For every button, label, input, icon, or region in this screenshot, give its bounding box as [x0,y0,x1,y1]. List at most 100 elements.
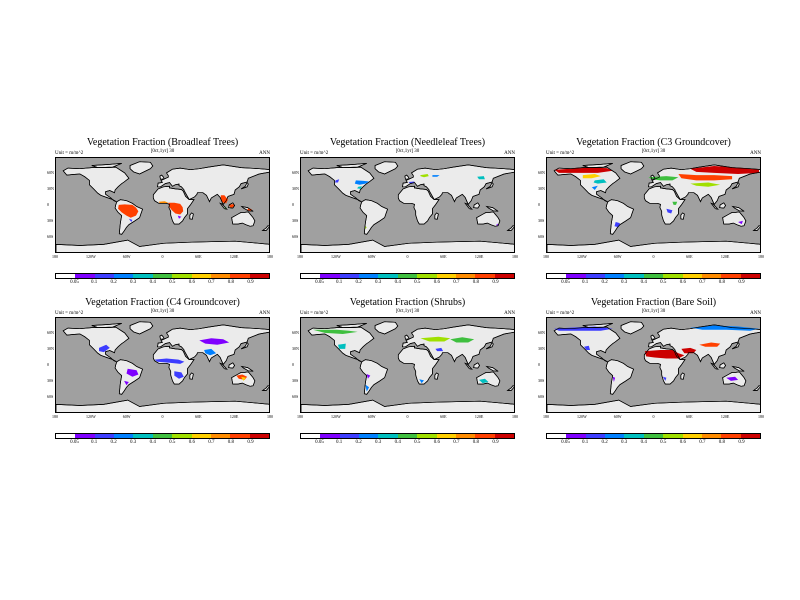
veg-patch [126,368,139,377]
lat-tick-label: 0 [47,362,49,367]
coastline-africa [643,185,686,225]
coastline-antarctica [301,239,514,252]
lon-tick-label: 180 [297,414,303,419]
lon-tick-label: 0 [161,414,164,419]
colorbar-tick-label: 0.7 [453,440,460,445]
lat-tick-label: 60N [538,330,545,335]
colorbar-swatch [94,434,115,438]
lat-tick-label: 60S [47,394,54,399]
coastline-antarctica [547,239,760,252]
colorbar-swatch [114,434,134,438]
lon-tick-label: 180 [52,414,58,419]
coastline-uk [404,174,410,180]
coastline-namerica [553,166,621,203]
colorbar [300,433,515,439]
coastline-nz [752,225,760,231]
coastline-arctic_is [582,322,613,328]
lat-tick-label: 30S [292,378,299,383]
veg-patch [672,201,678,205]
colorbar-swatch [301,434,321,438]
colorbar-swatch [663,434,683,438]
colorbar-tick-label: 0.1 [581,440,589,445]
map-svg [547,318,760,412]
lon-tick-label: 120E [229,414,239,419]
veg-patch [593,179,607,184]
coastline-madagascar [434,372,439,380]
veg-patch [154,358,185,364]
colorbar-tick-label: 0.9 [738,440,745,445]
coastline-arctic_is [582,162,613,168]
colorbar-swatch [378,434,398,438]
colorbar-tick-label: 0.9 [492,280,499,285]
coastline-arctic_is [91,322,122,328]
veg-patch [118,204,139,218]
colorbar-swatch [378,274,398,278]
center-label: [0ct,1yr] 30 [641,309,666,314]
lat-tick-label: 60S [292,394,299,399]
colorbar-tick-label: 0.7 [453,280,460,285]
lon-tick-label: 0 [652,254,655,259]
lat-tick-label: 30N [292,346,299,351]
colorbar-swatch [114,274,134,278]
veg-patch [128,218,133,222]
colorbar-swatch [230,434,250,438]
coastline-greenland [374,161,399,175]
coastline-madagascar [434,212,439,220]
colorbar-tick-label: 0.2 [601,440,608,445]
veg-patch [420,336,451,342]
veg-patch [681,347,697,354]
map-svg [56,158,269,252]
veg-patch [419,379,424,384]
coastline-greenland [374,321,399,335]
lon-tick-label: 180 [758,414,764,419]
colorbar-tick-label: 0.5 [660,280,667,285]
lon-tick-label: 120W [576,414,587,419]
colorbar-swatch [339,274,360,278]
veg-patch [357,186,362,189]
colorbar-swatch [133,434,153,438]
coastline-namerica [307,166,375,203]
colorbar-swatch [397,434,418,438]
colorbar-tick-label: 0.05 [70,280,79,285]
colorbar-swatch [172,434,192,438]
colorbar-swatch [663,274,683,278]
lat-tick-label: 30S [292,218,299,223]
lon-tick-label: 0 [652,414,655,419]
panel-title: Vegetation Fraction (Needleleaf Trees) [329,137,486,148]
coastline-uk [650,174,656,180]
center-label: [0ct,1yr] 30 [395,309,420,314]
lat-tick-label: 30S [538,218,545,223]
colorbar-tick-label: 0.2 [601,280,608,285]
veg-patch [247,208,252,211]
colorbar-swatch [172,274,192,278]
coastline-borneo [719,362,727,369]
colorbar-swatch [585,434,606,438]
lon-tick-label: 120E [720,254,730,259]
lon-tick-label: 120W [85,254,96,259]
coastline-antarctica [56,399,269,412]
lon-tick-label: 60W [367,254,376,259]
lon-tick-label: 120E [474,254,484,259]
coastline-uk [404,334,410,340]
lat-tick-label: 60N [47,330,54,335]
lat-tick-label: 60S [538,394,545,399]
colorbar-swatch [191,434,211,438]
lat-tick-label: 60S [538,234,545,239]
colorbar-swatch [359,434,379,438]
colorbar-tick-label: 0.8 [718,280,726,285]
lon-tick-label: 120E [720,414,730,419]
colorbar-swatch [397,274,418,278]
veg-patch [477,176,485,180]
colorbar-swatch [624,274,644,278]
colorbar-tick-label: 0.4 [149,280,156,285]
colorbar-swatch [547,434,567,438]
colorbar-tick-label: 0.4 [149,440,156,445]
map-svg [56,318,269,412]
coastline-greenland [129,161,154,175]
veg-patch [168,202,184,215]
colorbar-tick-label: 0.4 [640,280,647,285]
lon-tick-label: 60W [122,254,131,259]
coastline-namerica [62,166,130,203]
lon-tick-label: 60E [686,254,693,259]
colorbar [300,273,515,279]
